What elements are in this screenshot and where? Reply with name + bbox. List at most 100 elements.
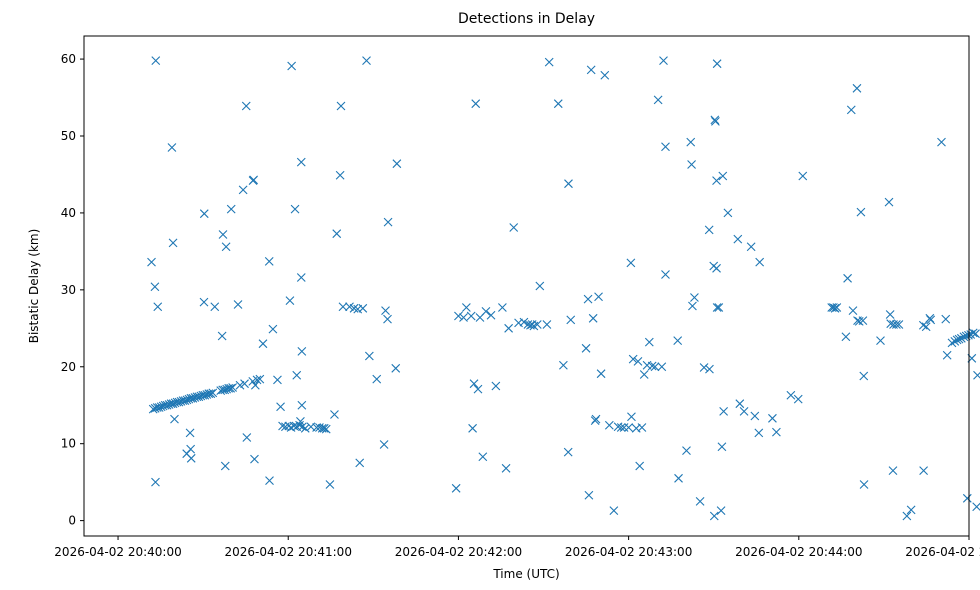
data-point [362,56,371,66]
data-point [712,59,722,69]
data-point [250,380,260,390]
data-point [468,423,477,433]
data-point [647,361,657,371]
data-point [832,303,842,312]
data-point [454,311,463,321]
y-tick-label: 0 [68,514,76,528]
data-point [627,412,636,422]
data-point [252,375,262,385]
data-point [264,256,274,266]
data-point [199,297,209,307]
data-point [624,423,634,432]
data-point [661,142,670,152]
data-point [220,461,230,471]
data-point [501,463,511,473]
data-point [739,406,749,416]
data-point [918,320,928,330]
data-point [673,336,683,346]
data-point [544,57,554,67]
data-point [486,310,496,320]
x-tick-label: 2026-04-02 20:45:00 [905,545,980,559]
data-point [798,171,808,181]
data-point [469,379,479,389]
data-point [829,303,838,312]
data-point [273,375,282,385]
data-point [268,324,278,334]
data-point [296,273,306,282]
data-point [319,423,329,433]
y-tick-label: 40 [61,206,76,220]
data-point [586,65,596,75]
data-point [755,257,765,267]
data-point [937,137,946,147]
data-point [717,442,727,452]
data-point [786,390,796,400]
data-point [226,383,236,393]
data-point [255,374,265,384]
data-point [852,83,862,93]
plot-area [84,36,969,536]
data-point [830,303,840,313]
data-point [884,197,894,207]
y-tick-label: 20 [61,360,76,374]
data-point [221,242,231,252]
data-point [558,360,568,370]
data-point [167,143,177,152]
y-axis-label: Bistatic Delay (km) [27,229,41,344]
data-point [688,301,697,311]
data-point [859,480,869,489]
data-point [383,314,392,324]
data-point [242,433,252,442]
data-point [846,105,856,115]
data-point [233,300,243,309]
data-point [297,400,307,410]
data-point [919,466,929,476]
data-point [712,303,722,312]
data-point [596,369,606,379]
data-point [709,511,719,521]
data-point [471,99,481,109]
data-point [583,294,593,304]
data-point [228,383,238,392]
data-point [719,406,729,416]
data-point [285,296,295,306]
data-point [716,506,726,516]
x-axis: 2026-04-02 20:40:00 2026-04-02 20:41:00 20… [54,536,980,559]
x-tick-label: 2026-04-02 20:41:00 [225,545,352,559]
data-point [962,493,972,503]
data-point [653,95,663,105]
data-point [712,263,721,273]
data-point [519,317,529,327]
data-point [858,316,868,326]
data-point [594,292,603,302]
data-point [241,101,251,111]
data-point [290,204,300,214]
data-point [300,423,310,433]
data-point [459,313,468,322]
data-point [690,293,699,302]
data-point [600,70,610,80]
data-point [674,473,683,483]
data-point [296,157,306,167]
data-point [733,234,743,244]
data-point [754,428,764,438]
data-point [199,209,209,219]
data-point [325,480,335,489]
data-point [296,416,305,426]
data-point [451,483,461,493]
data-point [170,414,179,424]
data-point [298,422,307,432]
data-point [265,476,274,486]
data-point [240,379,249,389]
data-point [553,99,563,109]
data-point [321,424,331,434]
data-point [338,302,348,312]
data-point [330,410,339,419]
data-point [588,313,598,323]
data-point [956,333,966,343]
data-point [461,303,471,312]
data-point [682,446,691,456]
data-point [633,356,643,366]
data-point [535,281,545,291]
